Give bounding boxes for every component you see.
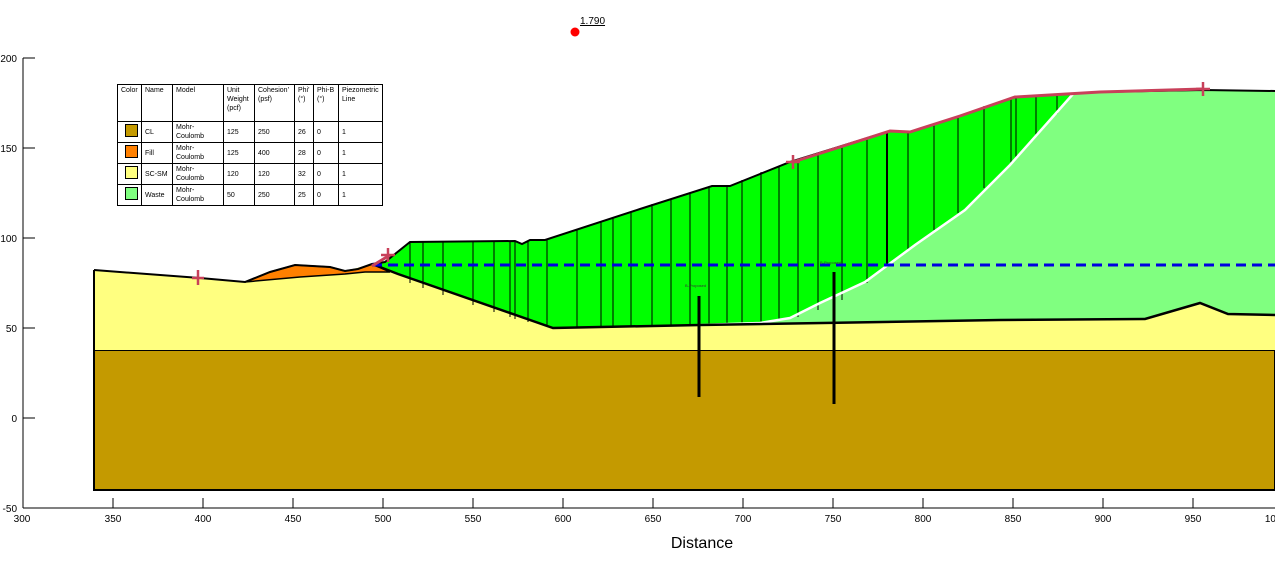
- legend-cell: 400: [254, 142, 295, 164]
- legend-header-cohesion: Cohesion' (psf): [254, 84, 295, 122]
- legend-header-name: Name: [141, 84, 173, 122]
- x-axis-title: Distance: [671, 535, 733, 552]
- svg-text:650: 650: [645, 514, 662, 525]
- svg-text:0: 0: [11, 414, 17, 425]
- legend-cell: CL: [141, 121, 173, 143]
- legend-header-phi-b: Phi-B (°): [313, 84, 339, 122]
- svg-text:300: 300: [14, 514, 31, 525]
- legend-cell: 1: [338, 184, 383, 206]
- svg-text:700: 700: [735, 514, 752, 525]
- legend-row: SC-SM Mohr-Coulomb 120 120 32 0 1: [117, 163, 383, 185]
- svg-text:350: 350: [105, 514, 122, 525]
- legend-cell: Mohr-Coulomb: [172, 163, 224, 185]
- svg-text:550: 550: [465, 514, 482, 525]
- svg-text:850: 850: [1005, 514, 1022, 525]
- legend-cell: 0: [313, 184, 339, 206]
- exit-limit-line: [792, 87, 1204, 164]
- sc-sm-color-swatch: [125, 166, 138, 179]
- svg-text:900: 900: [1095, 514, 1112, 525]
- y-tick-labels: 200 150 100 50 0 -50: [0, 54, 17, 515]
- legend-header-color: Color: [117, 84, 142, 122]
- legend-cell: 0: [313, 121, 339, 143]
- legend-cell: 250: [254, 184, 295, 206]
- legend-cell: 1: [338, 121, 383, 143]
- limit-markers: [192, 82, 1210, 285]
- legend-cell: 26: [294, 121, 314, 143]
- legend-header-unit-weight: Unit Weight (pcf): [223, 84, 255, 122]
- svg-text:400: 400: [195, 514, 212, 525]
- legend-cell: SC-SM: [141, 163, 173, 185]
- svg-text:-50: -50: [3, 504, 18, 515]
- sc-sm-top-boundary: [371, 262, 1275, 330]
- axes: [22, 57, 1275, 509]
- x-tick-labels: 300 350 400 450 500 550 600 650 700 750 …: [14, 514, 1275, 525]
- fill-color-swatch: [125, 145, 138, 158]
- cl-layer: [93, 349, 1275, 491]
- svg-text:500: 500: [375, 514, 392, 525]
- svg-text:200: 200: [0, 54, 17, 65]
- svg-text:100: 100: [0, 234, 17, 245]
- pile-label-2: B-Proposed: [820, 260, 841, 265]
- sc-sm-layer: [94, 264, 1275, 350]
- slip-center-marker[interactable]: [570, 27, 580, 37]
- legend-cell: Fill: [141, 142, 173, 164]
- slice-lines: [409, 95, 1058, 328]
- legend-row: CL Mohr-Coulomb 125 250 26 0 1: [117, 121, 383, 143]
- svg-text:150: 150: [0, 144, 17, 155]
- svg-text:50: 50: [6, 324, 18, 335]
- legend-cell: 1: [338, 163, 383, 185]
- cl-color-swatch: [125, 124, 138, 137]
- materials-legend: Color Name Model Unit Weight (pcf) Cohes…: [117, 84, 383, 206]
- legend-cell: Mohr-Coulomb: [172, 184, 224, 206]
- svg-text:450: 450: [285, 514, 302, 525]
- legend-header-model: Model: [172, 84, 224, 122]
- legend-cell: 0: [313, 142, 339, 164]
- legend-cell: 1: [338, 142, 383, 164]
- legend-cell: 32: [294, 163, 314, 185]
- svg-text:800: 800: [915, 514, 932, 525]
- legend-cell: 28: [294, 142, 314, 164]
- pile-label-1: B-Proposed: [685, 283, 706, 288]
- legend-header-row: Color Name Model Unit Weight (pcf) Cohes…: [117, 84, 383, 122]
- legend-cell: 50: [223, 184, 255, 206]
- legend-cell: 25: [294, 184, 314, 206]
- svg-text:1000: 1000: [1265, 514, 1275, 525]
- legend-cell: Mohr-Coulomb: [172, 121, 224, 143]
- waste-color-swatch: [125, 187, 138, 200]
- legend-cell: 125: [223, 121, 255, 143]
- svg-text:600: 600: [555, 514, 572, 525]
- legend-cell: Waste: [141, 184, 173, 206]
- svg-text:950: 950: [1185, 514, 1202, 525]
- svg-text:750: 750: [825, 514, 842, 525]
- legend-row: Waste Mohr-Coulomb 50 250 25 0 1: [117, 184, 383, 206]
- legend-header-phi: Phi' (°): [294, 84, 314, 122]
- legend-cell: 120: [223, 163, 255, 185]
- legend-header-piezo: Piezometric Line: [338, 84, 383, 122]
- legend-cell: 125: [223, 142, 255, 164]
- legend-cell: 0: [313, 163, 339, 185]
- factor-of-safety-label: 1.790: [580, 16, 605, 27]
- legend-cell: Mohr-Coulomb: [172, 142, 224, 164]
- legend-cell: 120: [254, 163, 295, 185]
- legend-row: Fill Mohr-Coulomb 125 400 28 0 1: [117, 142, 383, 164]
- legend-cell: 250: [254, 121, 295, 143]
